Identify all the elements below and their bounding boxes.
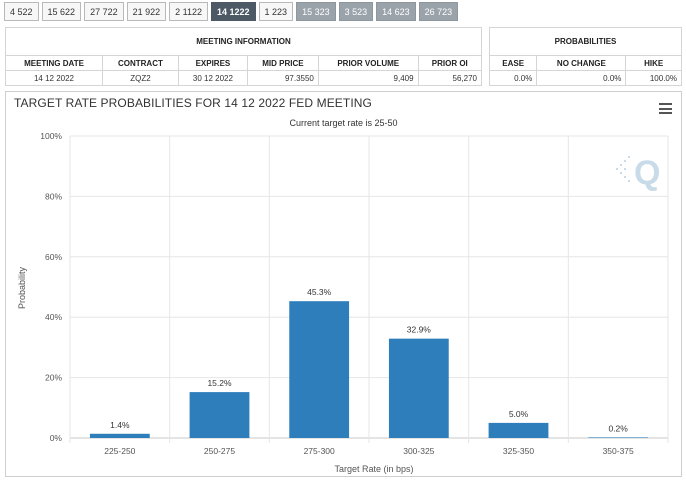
- header-no-change: NO CHANGE: [536, 55, 627, 71]
- ease-value: 0.0%: [488, 70, 538, 86]
- data-label-325-350: 5.0%: [509, 409, 529, 419]
- x-tick-label: 225-250: [104, 446, 135, 456]
- tab-27-722[interactable]: 27 722: [84, 2, 124, 21]
- tab-1-223[interactable]: 1 223: [258, 2, 294, 21]
- bar-225-250[interactable]: [89, 433, 150, 438]
- tab-4-522[interactable]: 4 522: [4, 2, 39, 21]
- header-prior-oi: PRIOR OI: [417, 55, 483, 71]
- chart-panel: TARGET RATE PROBABILITIES FOR 14 12 2022…: [5, 91, 682, 477]
- tab-14-623[interactable]: 14 623: [376, 2, 416, 21]
- data-label-250-275: 15.2%: [207, 378, 232, 388]
- x-axis-label: Target Rate (in bps): [334, 464, 413, 474]
- x-tick-label: 275-300: [304, 446, 335, 456]
- bar-275-300[interactable]: [289, 301, 350, 438]
- hike-value: 100.0%: [625, 70, 682, 86]
- x-tick-label: 300-325: [403, 446, 434, 456]
- tab-26-723[interactable]: 26 723: [418, 2, 459, 21]
- x-tick-label: 250-275: [204, 446, 235, 456]
- y-tick-label: 80%: [45, 191, 62, 201]
- chart-subtitle: Current target rate is 25-50: [289, 118, 398, 128]
- y-axis-label: Probability: [17, 266, 27, 309]
- expires-value: 30 12 2022: [177, 70, 248, 86]
- prior-volume-value: 9,409: [317, 70, 419, 86]
- bar-250-275[interactable]: [189, 392, 250, 438]
- x-tick-label: 325-350: [503, 446, 534, 456]
- data-label-225-250: 1.4%: [110, 420, 130, 430]
- tab-15-323[interactable]: 15 323: [296, 2, 336, 21]
- bar-325-350[interactable]: [488, 422, 549, 438]
- data-label-275-300: 45.3%: [307, 287, 332, 297]
- header-prior-volume: PRIOR VOLUME: [317, 55, 419, 71]
- y-tick-label: 20%: [45, 373, 62, 383]
- header-meeting-date: MEETING DATE: [5, 55, 103, 71]
- svg-text:Q: Q: [634, 154, 660, 192]
- probabilities-table: PROBABILITIES EASE NO CHANGE HIKE 0.0% 0…: [488, 27, 682, 86]
- meeting-information-table: MEETING INFORMATION MEETING DATE CONTRAC…: [5, 27, 483, 86]
- no-change-value: 0.0%: [536, 70, 627, 86]
- header-ease: EASE: [488, 55, 538, 71]
- header-contract: CONTRACT: [101, 55, 179, 71]
- y-tick-label: 40%: [45, 312, 62, 322]
- chart-title: TARGET RATE PROBABILITIES FOR 14 12 2022…: [14, 96, 372, 110]
- data-label-300-325: 32.9%: [407, 325, 432, 335]
- contract-value: ZQZ2: [101, 70, 179, 86]
- tab-14-1222[interactable]: 14 1222: [210, 2, 256, 21]
- bar-350-375[interactable]: [588, 437, 649, 438]
- y-tick-label: 100%: [40, 131, 62, 141]
- bar-chart: 0% 20% 40% 60% 80% 100% 1.4% 15.2% 45.3% 32.9% 5.…: [17, 131, 669, 474]
- watermark-logo-icon: Q: [616, 154, 660, 192]
- header-expires: EXPIRES: [177, 55, 248, 71]
- probabilities-heading: PROBABILITIES: [489, 27, 682, 56]
- tab-2-1122[interactable]: 2 1122: [169, 2, 208, 21]
- chart-menu-icon[interactable]: [659, 103, 672, 114]
- tab-15-622[interactable]: 15 622: [41, 2, 82, 21]
- x-tick-label: 350-375: [603, 446, 634, 456]
- meeting-information-heading: MEETING INFORMATION: [5, 27, 482, 56]
- y-tick-label: 0%: [50, 433, 63, 443]
- meeting-date-tabs: 4 522 15 622 27 722 21 922 2 1122 14 1222 1 22…: [4, 2, 459, 22]
- header-mid-price: MID PRICE: [246, 55, 319, 71]
- prior-oi-value: 56,270: [417, 70, 483, 86]
- y-tick-label: 60%: [45, 252, 62, 262]
- meeting-date-value: 14 12 2022: [5, 70, 103, 86]
- bar-300-325[interactable]: [388, 338, 449, 438]
- mid-price-value: 97.3550: [246, 70, 319, 86]
- tab-3-523[interactable]: 3 523: [338, 2, 374, 21]
- header-hike: HIKE: [625, 55, 682, 71]
- data-label-350-375: 0.2%: [608, 423, 628, 433]
- tab-21-922[interactable]: 21 922: [126, 2, 167, 21]
